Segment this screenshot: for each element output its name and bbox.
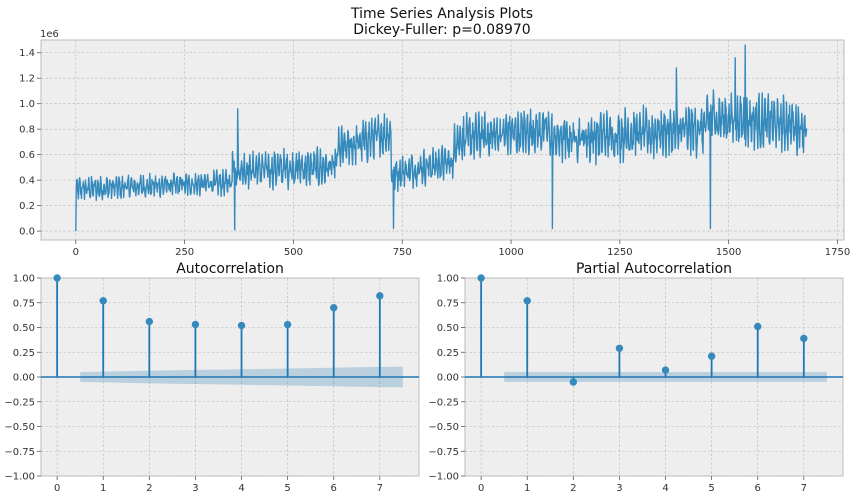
autocorrelation-ytick-label: −0.75 [4, 447, 35, 458]
partial-autocorrelation-ytick-label: 0.50 [437, 323, 459, 334]
time-series-ytick-label: 1.0 [19, 99, 35, 110]
partial-autocorrelation-point [754, 322, 762, 331]
suptitle-line-1: Time Series Analysis Plots [350, 6, 533, 22]
partial-autocorrelation-point [569, 378, 578, 386]
autocorrelation-title: Autocorrelation [176, 261, 284, 277]
autocorrelation-point [53, 274, 61, 282]
time-series-xtick-label: 1500 [716, 247, 741, 258]
autocorrelation-point [283, 320, 292, 329]
autocorrelation-ytick-label: 0.50 [13, 323, 35, 334]
autocorrelation-ytick-label: 0.00 [13, 373, 35, 384]
partial-autocorrelation-ytick-label: −1.00 [428, 472, 459, 483]
partial-autocorrelation-axes: 0 1 2 3 4 5 6 7 −1.00 −0.75 −0.50 −0.25 0.00 0.25 0.50… [428, 274, 844, 494]
autocorrelation-ytick-label: 1.00 [13, 274, 35, 285]
partial-autocorrelation-ytick-label: 0.75 [437, 298, 459, 309]
time-series-ytick-label: 0.6 [19, 150, 35, 161]
autocorrelation-axes: 0 1 2 3 4 5 6 7 −1.00 −0.75 −0.50 −0.25 0.00 0.25 0.50… [4, 274, 420, 494]
time-series-xtick-label: 0 [73, 247, 79, 258]
time-series-ytick-label: 0.8 [19, 125, 35, 136]
partial-autocorrelation-point [661, 366, 670, 374]
partial-autocorrelation-xtick-label: 5 [708, 483, 714, 494]
autocorrelation-point [330, 304, 338, 312]
time-series-ytick-label: 0.0 [19, 227, 35, 238]
autocorrelation-ytick-label: −0.25 [4, 397, 35, 408]
autocorrelation-xtick-label: 6 [331, 483, 337, 494]
partial-autocorrelation-xtick-label: 7 [801, 483, 807, 494]
partial-autocorrelation-ytick-label: −0.25 [428, 397, 459, 408]
time-series-line [75, 44, 808, 232]
autocorrelation-point [191, 320, 200, 329]
autocorrelation-xtick-label: 5 [284, 483, 290, 494]
time-series-xtick-label: 1250 [607, 247, 632, 258]
partial-autocorrelation-ytick-label: 0.25 [437, 348, 459, 359]
time-series-ytick-label: 0.4 [19, 176, 35, 187]
partial-autocorrelation-ytick-label: 1.00 [437, 274, 459, 285]
autocorrelation-xtick-label: 2 [146, 483, 152, 494]
autocorrelation-point [376, 292, 384, 300]
autocorrelation-ytick-label: 0.25 [13, 348, 35, 359]
partial-autocorrelation-xtick-label: 4 [662, 483, 668, 494]
partial-autocorrelation-xtick-label: 6 [755, 483, 761, 494]
time-series-axes: 0 250 500 750 1000 1250 1500 1750 0.0 0.2 0.4 0.6 0.… [19, 39, 850, 258]
y-offset-label: 1e6 [40, 29, 59, 40]
partial-autocorrelation-ytick-label: −0.50 [428, 422, 459, 433]
autocorrelation-ytick-label: −1.00 [4, 472, 35, 483]
autocorrelation-point [145, 317, 154, 326]
time-series-ytick-label: 0.2 [19, 201, 35, 212]
time-series-xtick-label: 750 [393, 247, 412, 258]
time-series-ytick-label: 1.2 [19, 74, 35, 85]
partial-autocorrelation-ytick-label: −0.75 [428, 447, 459, 458]
autocorrelation-ytick-label: −0.50 [4, 422, 35, 433]
autocorrelation-point [99, 297, 107, 305]
partial-autocorrelation-point [615, 344, 624, 352]
partial-autocorrelation-xtick-label: 1 [524, 483, 530, 494]
partial-autocorrelation-point [523, 297, 531, 305]
suptitle-line-2: Dickey-Fuller: p=0.08970 [353, 22, 530, 38]
autocorrelation-xtick-label: 7 [377, 483, 383, 494]
partial-autocorrelation-point [707, 352, 716, 360]
time-series-xtick-label: 500 [284, 247, 303, 258]
time-series-ytick-label: 1.4 [19, 48, 35, 59]
time-series-xtick-label: 1750 [825, 247, 850, 258]
autocorrelation-xtick-label: 3 [192, 483, 198, 494]
autocorrelation-ytick-label: 0.75 [13, 298, 35, 309]
partial-autocorrelation-point [800, 334, 808, 343]
time-series-xtick-label: 250 [175, 247, 194, 258]
time-series-background [40, 39, 845, 241]
partial-autocorrelation-xtick-label: 3 [616, 483, 622, 494]
autocorrelation-xtick-label: 1 [100, 483, 106, 494]
autocorrelation-xtick-label: 4 [238, 483, 244, 494]
partial-autocorrelation-ytick-label: 0.00 [437, 373, 459, 384]
partial-autocorrelation-xtick-label: 2 [570, 483, 576, 494]
partial-autocorrelation-point [477, 274, 485, 282]
time-series-xtick-label: 1000 [498, 247, 523, 258]
autocorrelation-xtick-label: 0 [54, 483, 60, 494]
partial-autocorrelation-title: Partial Autocorrelation [576, 261, 732, 277]
autocorrelation-point [237, 321, 246, 330]
partial-autocorrelation-xtick-label: 0 [478, 483, 484, 494]
